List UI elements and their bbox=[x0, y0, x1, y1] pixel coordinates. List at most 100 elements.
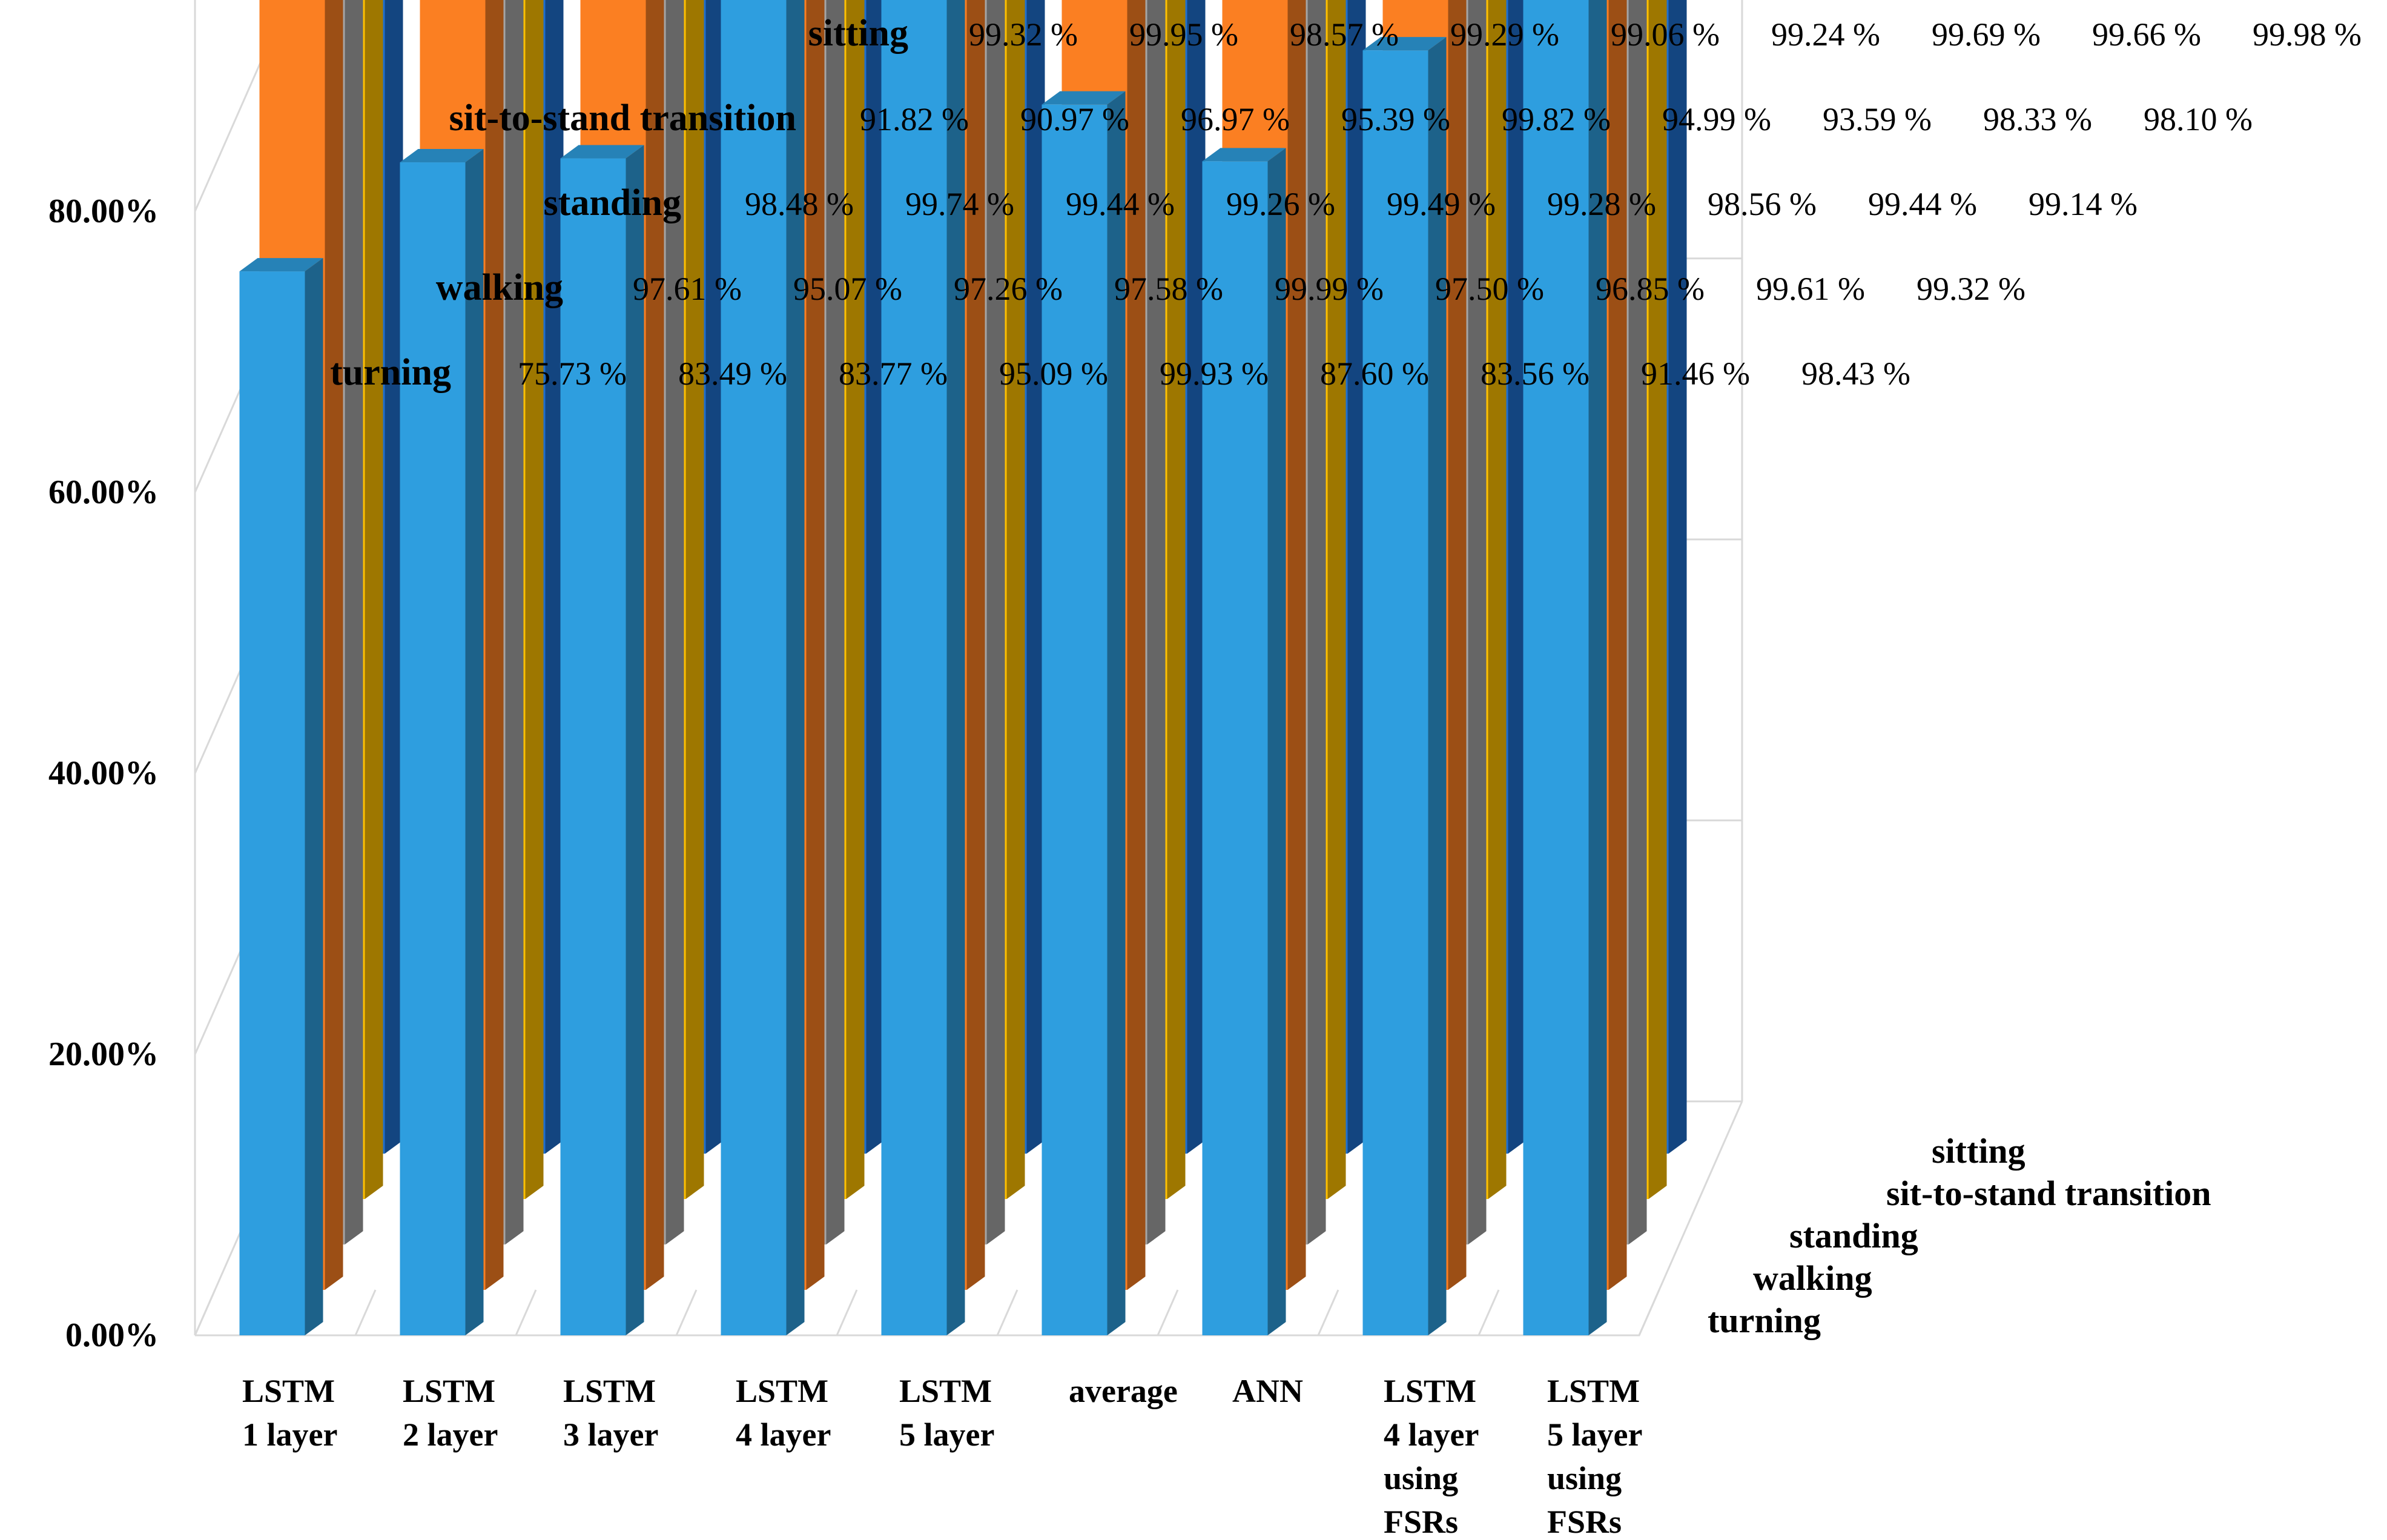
x-tick-label: LSTM 4 layer bbox=[736, 1373, 831, 1453]
bar-turning-6 bbox=[1042, 91, 1126, 1336]
table-value-label: 99.61 % bbox=[1756, 271, 1865, 307]
bar-side bbox=[806, 0, 825, 1290]
floor-tick bbox=[996, 1289, 1019, 1336]
bar-side bbox=[1347, 0, 1366, 1154]
table-series-name: standing bbox=[544, 182, 681, 223]
table-value-label: 99.93 % bbox=[1160, 355, 1269, 392]
bar-side bbox=[866, 0, 885, 1154]
table-value-label: 97.26 % bbox=[954, 271, 1063, 307]
table-value-label: 99.74 % bbox=[905, 186, 1014, 222]
floor-tick bbox=[1638, 1289, 1660, 1336]
bar-side bbox=[1508, 0, 1527, 1154]
bar-top bbox=[400, 149, 484, 163]
bar-side bbox=[365, 0, 383, 1199]
bar-turning-9 bbox=[1523, 0, 1607, 1335]
bar-side bbox=[1468, 0, 1487, 1244]
x-tick-label: LSTM 5 layer bbox=[899, 1373, 994, 1453]
bar-side bbox=[545, 0, 564, 1154]
bar-side bbox=[1147, 0, 1166, 1244]
table-value-label: 99.29 % bbox=[1450, 16, 1559, 53]
floor-tick bbox=[675, 1289, 698, 1336]
bar-side bbox=[786, 0, 805, 1335]
table-value-label: 98.56 % bbox=[1708, 186, 1817, 222]
chart-bars bbox=[239, 0, 1687, 1336]
table-value-label: 83.77 % bbox=[839, 355, 948, 392]
table-value-label: 91.46 % bbox=[1641, 355, 1750, 392]
table-value-label: 97.58 % bbox=[1114, 271, 1223, 307]
depth-label-walking: walking bbox=[1753, 1258, 1872, 1298]
bar-side bbox=[1026, 0, 1045, 1154]
depth-label-sitting: sitting bbox=[1932, 1131, 2025, 1171]
table-series-name: sit-to-stand transition bbox=[449, 97, 796, 139]
bar-side bbox=[465, 149, 484, 1336]
bar-side bbox=[1648, 0, 1667, 1199]
x-tick-label: average bbox=[1069, 1373, 1178, 1409]
x-tick-label: LSTM 4 layer using FSRs bbox=[1384, 1373, 1479, 1540]
floor-tick bbox=[1157, 1289, 1179, 1336]
bar-front bbox=[721, 0, 787, 1335]
bar-turning-3 bbox=[560, 145, 644, 1335]
bar-top bbox=[1042, 91, 1126, 105]
bar-front bbox=[1202, 161, 1268, 1336]
table-value-label: 98.48 % bbox=[745, 186, 854, 222]
depth-label-turning: turning bbox=[1708, 1301, 1821, 1340]
bar-side bbox=[645, 0, 664, 1290]
bar-side bbox=[505, 0, 524, 1244]
bar-side bbox=[826, 0, 845, 1244]
table-value-label: 99.44 % bbox=[1066, 186, 1175, 222]
bar-turning-5 bbox=[881, 0, 965, 1335]
bar-side bbox=[1006, 0, 1025, 1199]
bar-side bbox=[1448, 0, 1467, 1290]
data-table: sitting 99.32 % 99.95 % 98.57 % 99.29 % 99.06… bbox=[330, 13, 2362, 393]
table-value-label: 99.99 % bbox=[1275, 271, 1384, 307]
table-value-label: 99.28 % bbox=[1547, 186, 1656, 222]
bar-side bbox=[325, 0, 343, 1290]
table-series-name: turning bbox=[330, 352, 451, 393]
bar-turning-2 bbox=[400, 149, 484, 1336]
x-tick-label: LSTM 1 layer bbox=[242, 1373, 337, 1453]
y-tick-label: 60.00% bbox=[48, 474, 159, 511]
table-value-label: 99.06 % bbox=[1611, 16, 1720, 53]
table-value-label: 90.97 % bbox=[1020, 101, 1129, 137]
table-value-label: 99.49 % bbox=[1387, 186, 1496, 222]
table-value-label: 87.60 % bbox=[1320, 355, 1429, 392]
bar-side bbox=[1488, 0, 1507, 1199]
table-value-label: 99.32 % bbox=[1917, 271, 2025, 307]
gridline bbox=[194, 0, 289, 212]
bar-side bbox=[705, 0, 724, 1154]
x-tick-label: LSTM 5 layer using FSRs bbox=[1547, 1373, 1642, 1540]
bar-side bbox=[1668, 0, 1687, 1154]
bar-front bbox=[560, 158, 626, 1335]
floor-tick bbox=[515, 1289, 537, 1336]
floor-tick bbox=[1317, 1289, 1339, 1336]
floor-tick bbox=[354, 1289, 377, 1336]
bar-side bbox=[305, 258, 323, 1336]
bar-side bbox=[345, 0, 363, 1244]
table-value-label: 96.85 % bbox=[1596, 271, 1705, 307]
floor-tick bbox=[836, 1289, 858, 1336]
bar-turning-8 bbox=[1362, 37, 1447, 1336]
table-value-label: 95.09 % bbox=[999, 355, 1108, 392]
bar-front bbox=[239, 271, 305, 1336]
table-series-name: sitting bbox=[808, 13, 908, 54]
bar-turning-4 bbox=[721, 0, 805, 1335]
x-tick-label: LSTM 3 layer bbox=[563, 1373, 658, 1453]
bar-turning-1 bbox=[239, 258, 323, 1336]
bar-side bbox=[1287, 0, 1306, 1290]
x-tick-label: ANN bbox=[1232, 1373, 1303, 1409]
bar-side bbox=[1628, 0, 1647, 1244]
table-value-label: 99.32 % bbox=[969, 16, 1078, 53]
table-value-label: 83.49 % bbox=[678, 355, 787, 392]
bar-front bbox=[1042, 104, 1108, 1336]
bar-side bbox=[966, 0, 985, 1290]
depth-label-standing: standing bbox=[1789, 1216, 1918, 1255]
table-value-label: 99.26 % bbox=[1226, 186, 1335, 222]
table-value-label: 99.14 % bbox=[2029, 186, 2138, 222]
y-tick-label: 40.00% bbox=[48, 755, 159, 792]
bar-side bbox=[685, 0, 704, 1199]
bar-side bbox=[1608, 0, 1627, 1290]
floor-tick bbox=[1477, 1289, 1500, 1336]
bar-side bbox=[385, 0, 403, 1154]
table-value-label: 99.24 % bbox=[1771, 16, 1880, 53]
